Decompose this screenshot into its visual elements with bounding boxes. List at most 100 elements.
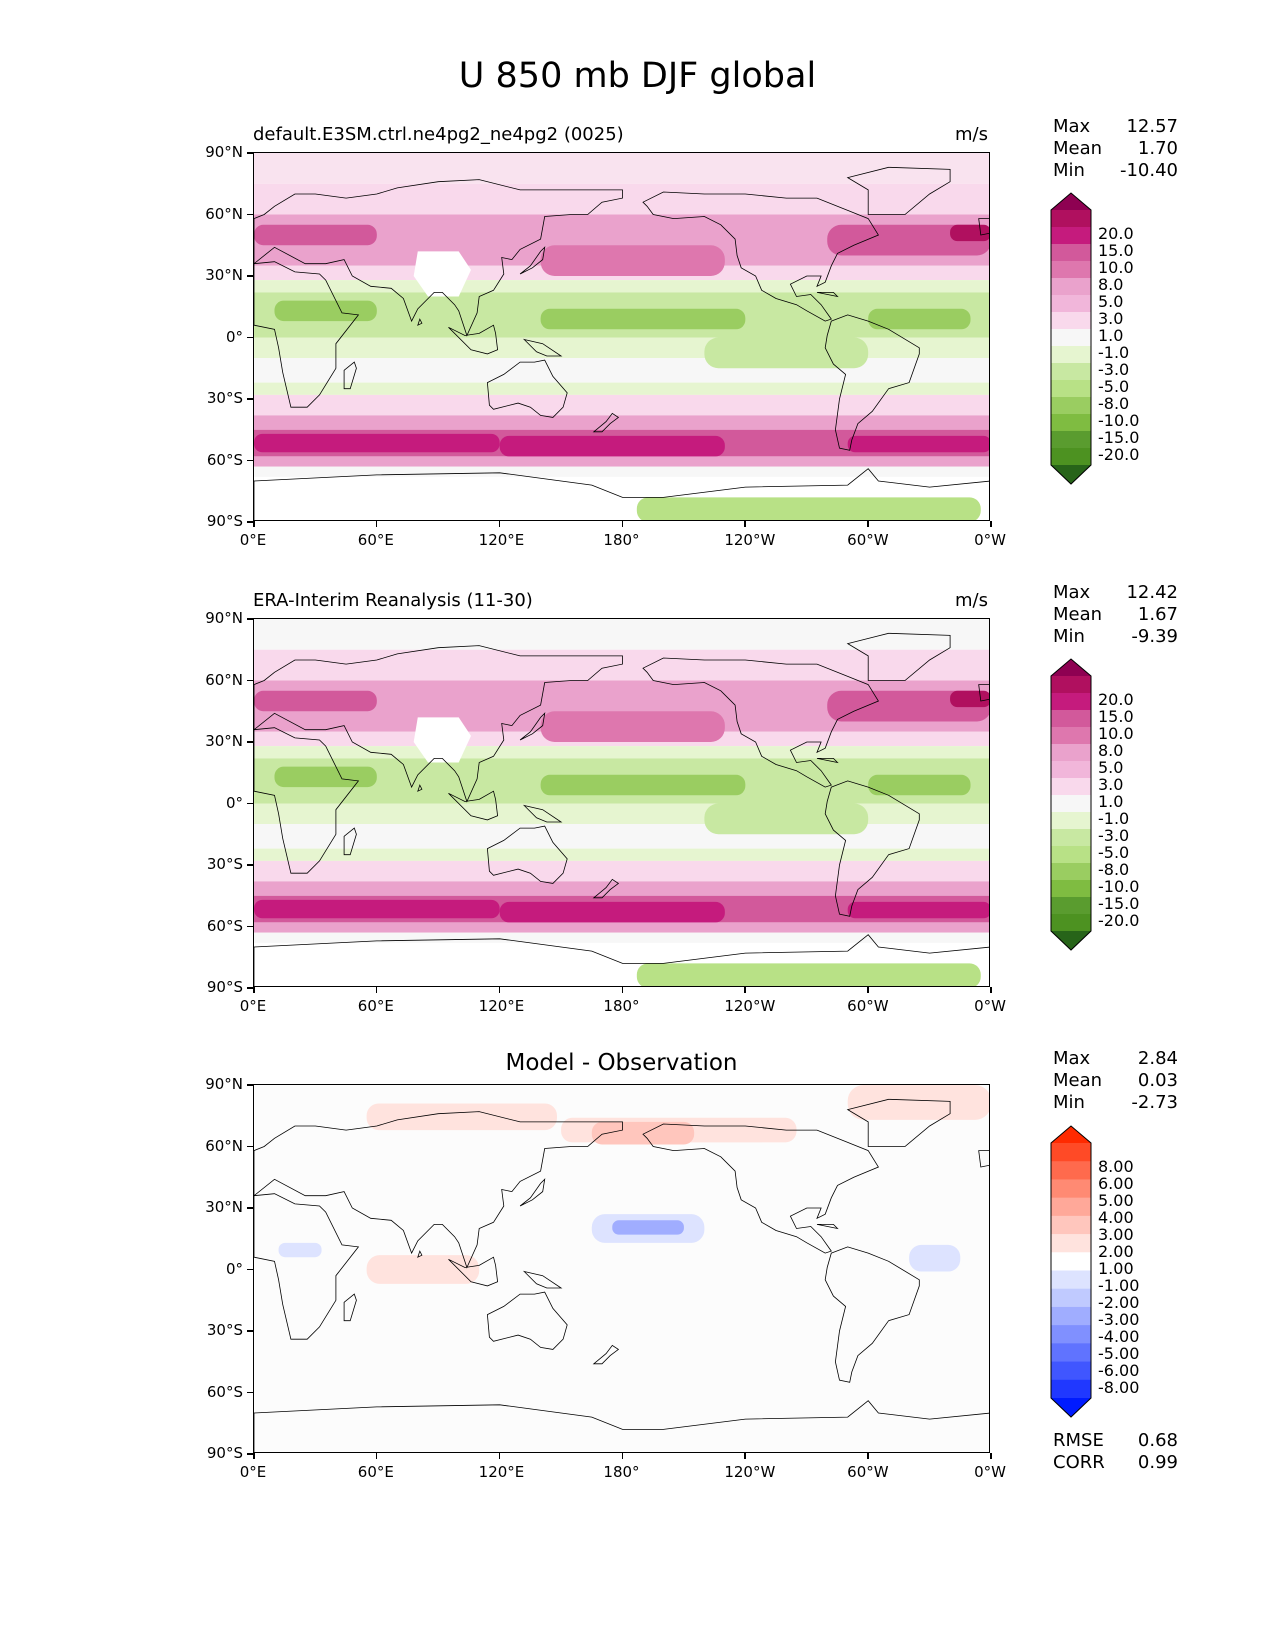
lon-tick-label: 180° xyxy=(603,997,640,1015)
lon-tick xyxy=(253,987,255,993)
coastline xyxy=(254,261,360,408)
lat-tick xyxy=(247,1391,253,1393)
antarctic-easterly xyxy=(636,963,981,986)
stat-label: Max xyxy=(1053,116,1091,137)
coastline xyxy=(846,166,951,215)
field-band xyxy=(254,466,989,477)
lat-tick-label: 30°S xyxy=(206,389,243,407)
colorbar-tick-label: -8.00 xyxy=(1098,1378,1140,1397)
colorbar-segment xyxy=(1051,1215,1091,1235)
positive-anomaly xyxy=(591,1121,695,1145)
jet-core xyxy=(254,690,377,712)
lon-tick-label: 0°E xyxy=(239,997,267,1015)
lon-tick-label: 60°E xyxy=(357,531,394,549)
stat-label: RMSE xyxy=(1053,1430,1104,1451)
lon-tick xyxy=(744,987,746,993)
stat-value: 0.99 xyxy=(1137,1452,1178,1473)
lon-tick-label: 120°E xyxy=(478,997,525,1015)
lat-tick-label: 30°N xyxy=(205,1198,243,1216)
colorbar-tick-label: -3.0 xyxy=(1098,826,1130,845)
coastline xyxy=(978,1150,989,1168)
lon-tick-label: 0°W xyxy=(974,997,1006,1015)
colorbar-tick-label: 1.0 xyxy=(1098,792,1124,811)
colorbar-tick-label: 6.00 xyxy=(1098,1174,1134,1193)
easterly-core xyxy=(274,766,377,788)
field-band xyxy=(254,848,989,861)
colorbar-outline xyxy=(1050,658,1092,951)
lon-tick-label: 120°E xyxy=(478,1463,525,1481)
coastline xyxy=(522,1270,563,1289)
colorbar-segment xyxy=(1051,829,1091,847)
lat-tick xyxy=(247,1330,253,1332)
colorbar-tick-label: -20.0 xyxy=(1098,445,1140,464)
jet-core xyxy=(847,901,989,919)
stat-value: 12.42 xyxy=(1126,582,1178,603)
colorbar-tick-label: 3.0 xyxy=(1098,775,1124,794)
stat-value: -10.40 xyxy=(1119,160,1178,181)
stat-row: Mean 1.67 xyxy=(1053,604,1178,626)
lat-tick xyxy=(247,1084,253,1086)
jet-core xyxy=(499,901,725,923)
coastline xyxy=(254,934,989,986)
jet-core xyxy=(540,711,725,742)
coastline xyxy=(642,191,879,322)
colorbar-segment xyxy=(1051,414,1091,432)
lat-tick-label: 0° xyxy=(225,327,243,346)
coastline xyxy=(486,825,568,884)
coastline xyxy=(824,314,920,451)
lat-tick-label: 60°N xyxy=(205,1136,243,1155)
stat-value: 1.70 xyxy=(1137,138,1178,159)
lon-tick-label: 0°E xyxy=(239,531,267,549)
lat-tick-label: 0° xyxy=(225,1259,243,1278)
lat-tick xyxy=(247,1145,253,1147)
colorbar-segment xyxy=(1051,448,1091,466)
colorbar-segment xyxy=(1051,795,1091,813)
field-band xyxy=(254,922,989,933)
panel-title: default.E3SM.ctrl.ne4pg2_ne4pg2 (0025) xyxy=(253,124,624,145)
lon-tick xyxy=(375,1453,378,1459)
lon-tick xyxy=(621,1453,623,1459)
colorbar-segment xyxy=(1051,727,1091,745)
colorbar-tick-label: -10.0 xyxy=(1098,877,1140,896)
coastline-layer xyxy=(254,1098,989,1452)
colorbar-tick-label: -5.0 xyxy=(1098,377,1130,396)
lat-tick xyxy=(247,1453,253,1455)
coastline xyxy=(254,1400,989,1452)
field-band xyxy=(254,860,989,882)
colorbar-segment xyxy=(1051,363,1091,381)
jet-core xyxy=(254,433,500,453)
lat-tick xyxy=(247,987,253,989)
colorbar-segment xyxy=(1051,346,1091,364)
colorbar-extend-max xyxy=(1051,1126,1091,1143)
colorbar-segment xyxy=(1051,1161,1091,1180)
stat-value: 2.84 xyxy=(1137,1048,1178,1069)
colorbar-tick-label: -10.0 xyxy=(1098,411,1140,430)
colorbar-tick-label: 5.00 xyxy=(1098,1191,1134,1210)
lon-tick-label: 120°E xyxy=(478,531,525,549)
lon-tick-label: 0°W xyxy=(974,1463,1006,1481)
colorbar-tick-label: 5.0 xyxy=(1098,292,1124,311)
easterly-core xyxy=(704,337,869,369)
field-band xyxy=(254,280,989,293)
coastline xyxy=(343,1293,357,1322)
colorbar-segment xyxy=(1051,914,1091,932)
lon-tick-label: 0°W xyxy=(974,531,1006,549)
map-plot xyxy=(253,1084,990,1453)
lat-tick xyxy=(247,618,253,620)
figure-title: U 850 mb DJF global xyxy=(458,56,817,96)
units-label: m/s xyxy=(955,124,988,145)
colorbar-tick-label: 10.0 xyxy=(1098,258,1134,277)
coastline xyxy=(592,878,620,899)
lat-tick-label: 90°S xyxy=(206,978,243,996)
field-band xyxy=(254,415,989,430)
stat-value: -9.39 xyxy=(1131,626,1178,647)
colorbar-tick-label: -3.00 xyxy=(1098,1310,1140,1329)
lat-tick xyxy=(247,679,253,681)
lon-tick-label: 180° xyxy=(603,531,640,549)
jet-core xyxy=(827,224,989,256)
colorbar-segment xyxy=(1051,1270,1091,1290)
easterly-core xyxy=(868,308,971,330)
colorbar-tick-label: 4.00 xyxy=(1098,1208,1134,1227)
lat-tick-label: 0° xyxy=(225,793,243,812)
lon-tick-label: 120°W xyxy=(724,1463,776,1481)
